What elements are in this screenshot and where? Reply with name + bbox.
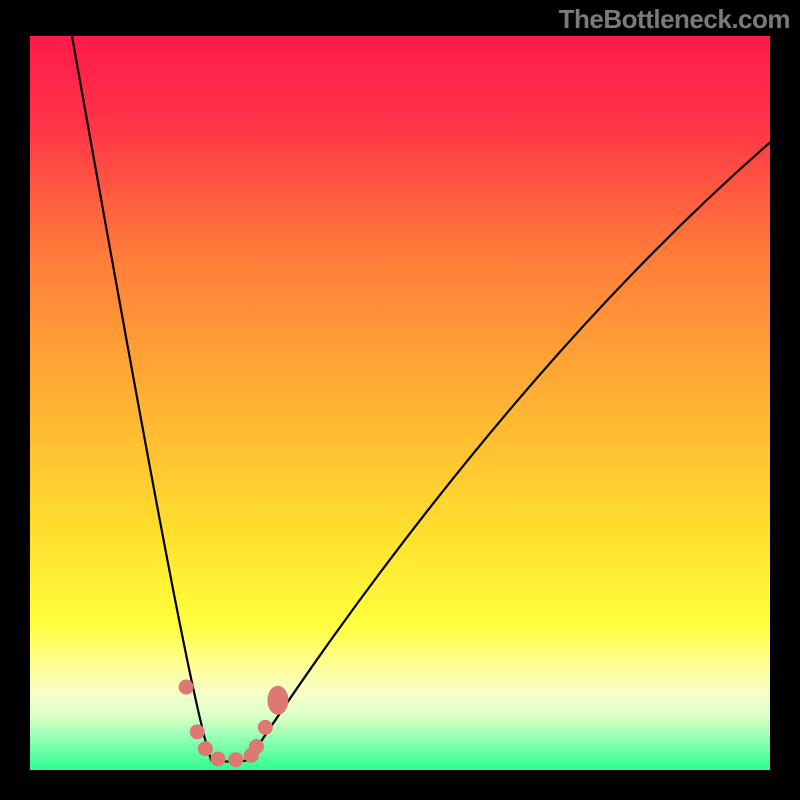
watermark-label: TheBottleneck.com <box>559 4 790 35</box>
chart-root: TheBottleneck.com <box>0 0 800 800</box>
data-marker <box>211 752 225 766</box>
data-marker <box>258 720 272 734</box>
data-marker <box>179 680 193 694</box>
gradient-background <box>30 36 770 770</box>
data-marker <box>229 753 243 767</box>
data-marker <box>198 742 212 756</box>
data-marker <box>268 686 288 714</box>
plot-area <box>30 36 770 770</box>
data-marker <box>190 725 204 739</box>
chart-svg <box>30 36 770 770</box>
data-marker <box>249 740 263 754</box>
